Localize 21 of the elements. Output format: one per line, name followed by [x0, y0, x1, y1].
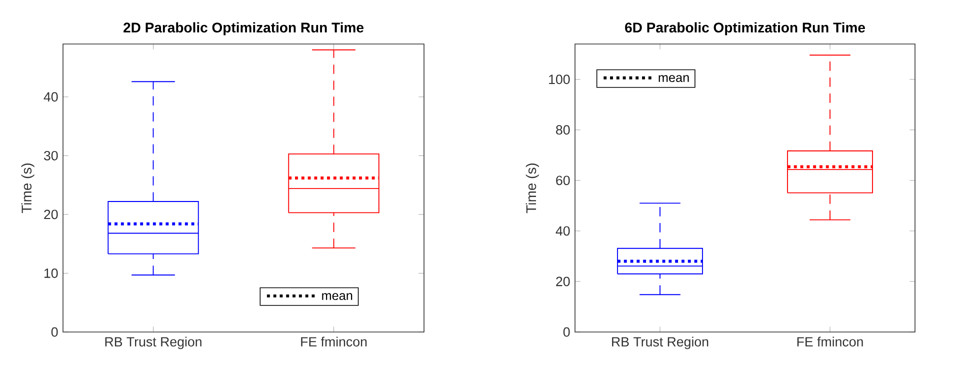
y-tick-label: 20	[44, 210, 58, 220]
y-tick-label: 100	[549, 74, 570, 84]
y-tick-label: 30	[44, 150, 58, 160]
chart-title: 6D Parabolic Optimization Run Time	[625, 22, 865, 36]
x-tick-label: RB Trust Region	[105, 336, 202, 350]
annotation: mean	[658, 75, 689, 82]
y-axis-title: Time (s)	[21, 163, 34, 214]
y-axis-title: Time (s)	[526, 163, 539, 214]
y-tick-label: 80	[556, 125, 570, 135]
y-tick-label: 40	[44, 92, 58, 102]
chart-title: 2D Parabolic Optimization Run Time	[124, 22, 364, 36]
x-tick-label: RB Trust Region	[612, 336, 708, 350]
y-tick-label: 10	[44, 268, 58, 278]
y-tick-label: 20	[556, 276, 570, 286]
x-tick-label: FE fmincon	[301, 336, 367, 346]
y-tick-label: 60	[556, 176, 570, 186]
y-tick-label: 40	[556, 226, 570, 236]
annotation: mean	[322, 293, 352, 300]
x-tick-label: FE fmincon	[797, 336, 863, 346]
y-tick-label: 0	[563, 327, 570, 337]
y-tick-label: 0	[51, 327, 58, 337]
